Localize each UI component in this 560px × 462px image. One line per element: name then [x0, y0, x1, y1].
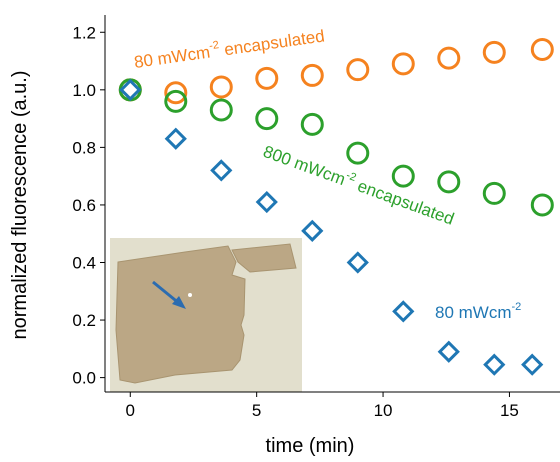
x-tick-label: 10: [374, 401, 393, 420]
inset-spot: [188, 293, 192, 297]
annotation: 80 mWcm-2: [435, 301, 521, 322]
annotation: 800 mWcm-2 encapsulated: [261, 140, 458, 229]
point: [209, 75, 233, 99]
x-axis-label: time (min): [266, 435, 355, 457]
annotation-text: 800 mWcm: [261, 142, 348, 189]
point: [301, 219, 324, 242]
x-tick-label: 0: [126, 401, 135, 420]
point: [391, 164, 415, 188]
y-tick-label: 0.2: [72, 311, 96, 330]
y-tick-label: 0.4: [72, 253, 96, 272]
annotation-superscript: -2: [208, 39, 219, 52]
point: [530, 193, 554, 217]
point: [300, 112, 324, 136]
point: [164, 81, 188, 105]
inset-photo: [110, 238, 302, 392]
point: [164, 127, 187, 150]
inset-sample: [115, 245, 246, 384]
point: [210, 159, 233, 182]
x-tick-label: 15: [500, 401, 519, 420]
point: [437, 46, 461, 70]
y-tick-label: 0.8: [72, 138, 96, 157]
annotation-superscript: -2: [344, 169, 357, 184]
point: [392, 300, 415, 323]
inset-sample-piece: [231, 243, 297, 273]
point: [391, 52, 415, 76]
annotation-text: 80 mWcm: [133, 42, 211, 71]
annotation-superscript: -2: [512, 301, 522, 313]
point: [164, 89, 188, 113]
point: [437, 340, 460, 363]
point: [530, 38, 554, 62]
inset-arrowhead: [172, 296, 186, 309]
annotation-text: encapsulated: [218, 26, 325, 60]
point: [119, 78, 142, 101]
point: [255, 66, 279, 90]
annotation: 80 mWcm-2 encapsulated: [133, 24, 326, 72]
point: [346, 58, 370, 82]
point: [521, 353, 544, 376]
point: [255, 107, 279, 131]
y-tick-label: 0.6: [72, 196, 96, 215]
point: [346, 251, 369, 274]
point: [437, 170, 461, 194]
point: [482, 40, 506, 64]
point: [300, 63, 324, 87]
y-tick-label: 1.2: [72, 23, 96, 42]
annotation-text: encapsulated: [351, 175, 457, 229]
point: [482, 181, 506, 205]
point: [346, 141, 370, 165]
annotation-text: 80 mWcm: [435, 303, 512, 322]
point: [209, 98, 233, 122]
point: [255, 190, 278, 214]
y-axis-label: normalized fluorescence (a.u.): [9, 70, 31, 339]
y-tick-label: 1.0: [72, 81, 96, 100]
y-tick-label: 0.0: [72, 369, 96, 388]
x-tick-label: 5: [252, 401, 261, 420]
point: [483, 353, 506, 376]
